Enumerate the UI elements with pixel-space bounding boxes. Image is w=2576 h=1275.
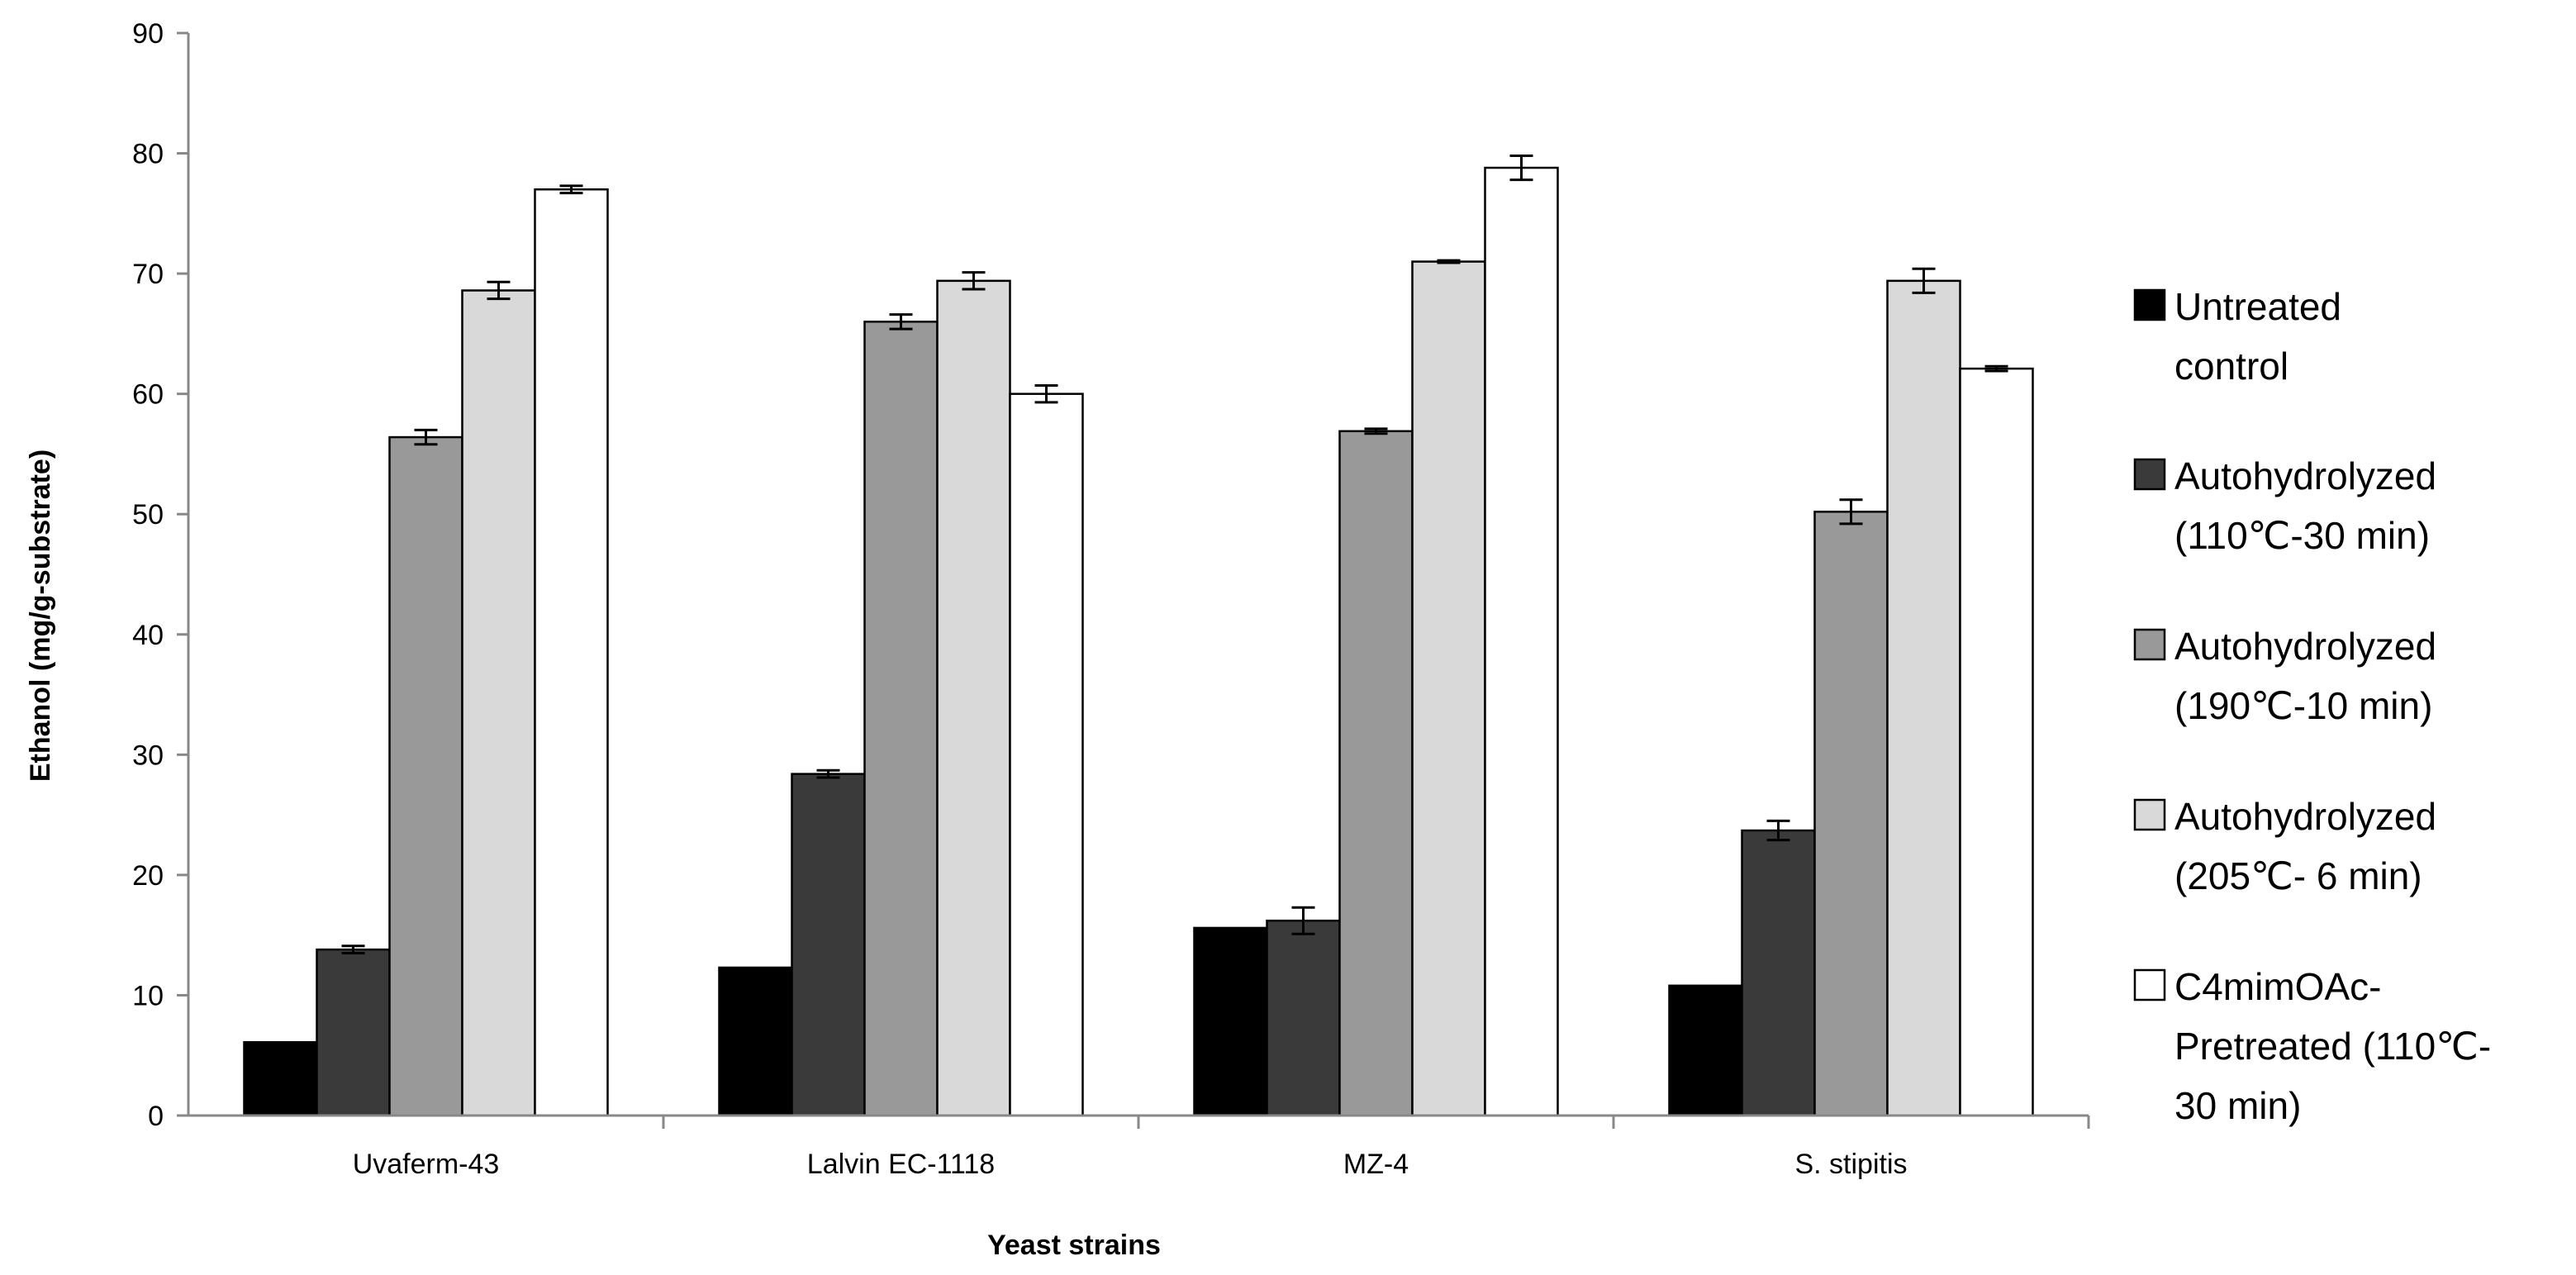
y-tick-label: 40 [132, 620, 164, 651]
error-bar [487, 280, 511, 301]
legend-item: Autohydrolyzed (205℃- 6 min) [2133, 795, 2436, 897]
bar [1338, 430, 1414, 1117]
legend-swatch [2133, 628, 2166, 661]
legend-item: Untreated control [2133, 285, 2341, 388]
bar [863, 321, 939, 1117]
error-bar [962, 271, 986, 291]
bar [1741, 829, 1816, 1117]
x-tick-label: Lalvin EC-1118 [807, 1149, 995, 1180]
legend-swatch [2133, 288, 2166, 321]
error-bar [816, 768, 840, 779]
bar [1009, 392, 1084, 1117]
bar [1886, 279, 1961, 1117]
error-bar [1437, 259, 1461, 264]
y-tick-label: 30 [132, 740, 164, 771]
error-bar [1034, 383, 1058, 404]
x-tick-label: S. stipitis [1794, 1149, 1907, 1180]
bar [461, 289, 536, 1117]
y-tick-label: 0 [148, 1101, 164, 1132]
bar [534, 188, 609, 1117]
legend-label: C4mimOAc-Pretreated (110℃-30 min) [2174, 965, 2491, 1127]
y-tick-label: 50 [132, 499, 164, 530]
bars-layer [243, 166, 2034, 1117]
y-tick-label: 70 [132, 259, 164, 290]
y-axis-title: Ethanol (mg/g-substrate) [25, 450, 56, 782]
bar [243, 1040, 318, 1117]
error-bars-layer [341, 154, 2008, 954]
tick-labels-layer: 0 10 20 30 40 50 60 70 80 90 Uvaferm-43 Lalvin EC-1… [132, 18, 1907, 1180]
error-bar [1291, 906, 1315, 935]
legend-label: Autohydrolyzed (205℃- 6 min) [2174, 795, 2436, 897]
error-bar [1509, 154, 1533, 182]
bar [1959, 367, 2034, 1117]
y-tick-label: 60 [132, 379, 164, 411]
bar [1266, 919, 1341, 1117]
legend-swatch [2133, 798, 2166, 831]
legend: Untreated control Autohydrolyzed (110℃-30 m… [2133, 285, 2491, 1127]
y-tick-label: 90 [132, 18, 164, 50]
legend-label: Untreated control [2174, 285, 2341, 388]
x-tick-label: Uvaferm-43 [353, 1149, 500, 1180]
error-bar [1364, 427, 1388, 435]
bar [791, 773, 866, 1117]
legend-item: Autohydrolyzed (190℃-10 min) [2133, 625, 2436, 727]
y-tick-label: 20 [132, 860, 164, 892]
legend-item: C4mimOAc-Pretreated (110℃-30 min) [2133, 965, 2491, 1127]
legend-swatch [2133, 458, 2166, 491]
error-bar [341, 944, 365, 954]
axes-layer [177, 31, 2090, 1129]
x-tick-label: MZ-4 [1343, 1149, 1409, 1180]
bar [1668, 984, 1743, 1117]
legend-label: Autohydrolyzed (190℃-10 min) [2174, 625, 2436, 727]
bar [1813, 511, 1889, 1117]
legend-swatch [2133, 968, 2166, 1001]
legend-label: Autohydrolyzed (110℃-30 min) [2174, 454, 2436, 557]
error-bar [1984, 364, 2008, 373]
error-bar [889, 313, 913, 331]
error-bar [559, 184, 583, 195]
error-bar [414, 428, 438, 446]
bar [718, 966, 793, 1117]
bar [316, 948, 391, 1117]
x-axis-title: Yeast strains [987, 1230, 1161, 1261]
bar [1484, 166, 1559, 1117]
bar [1411, 260, 1486, 1117]
bar [388, 435, 463, 1117]
y-tick-label: 10 [132, 980, 164, 1011]
bar [1193, 926, 1268, 1117]
error-bar [1839, 498, 1863, 526]
error-bar [1766, 819, 1790, 842]
legend-item: Autohydrolyzed (110℃-30 min) [2133, 454, 2436, 557]
y-tick-label: 80 [132, 139, 164, 170]
error-bar [1912, 267, 1936, 294]
bar [936, 279, 1011, 1117]
